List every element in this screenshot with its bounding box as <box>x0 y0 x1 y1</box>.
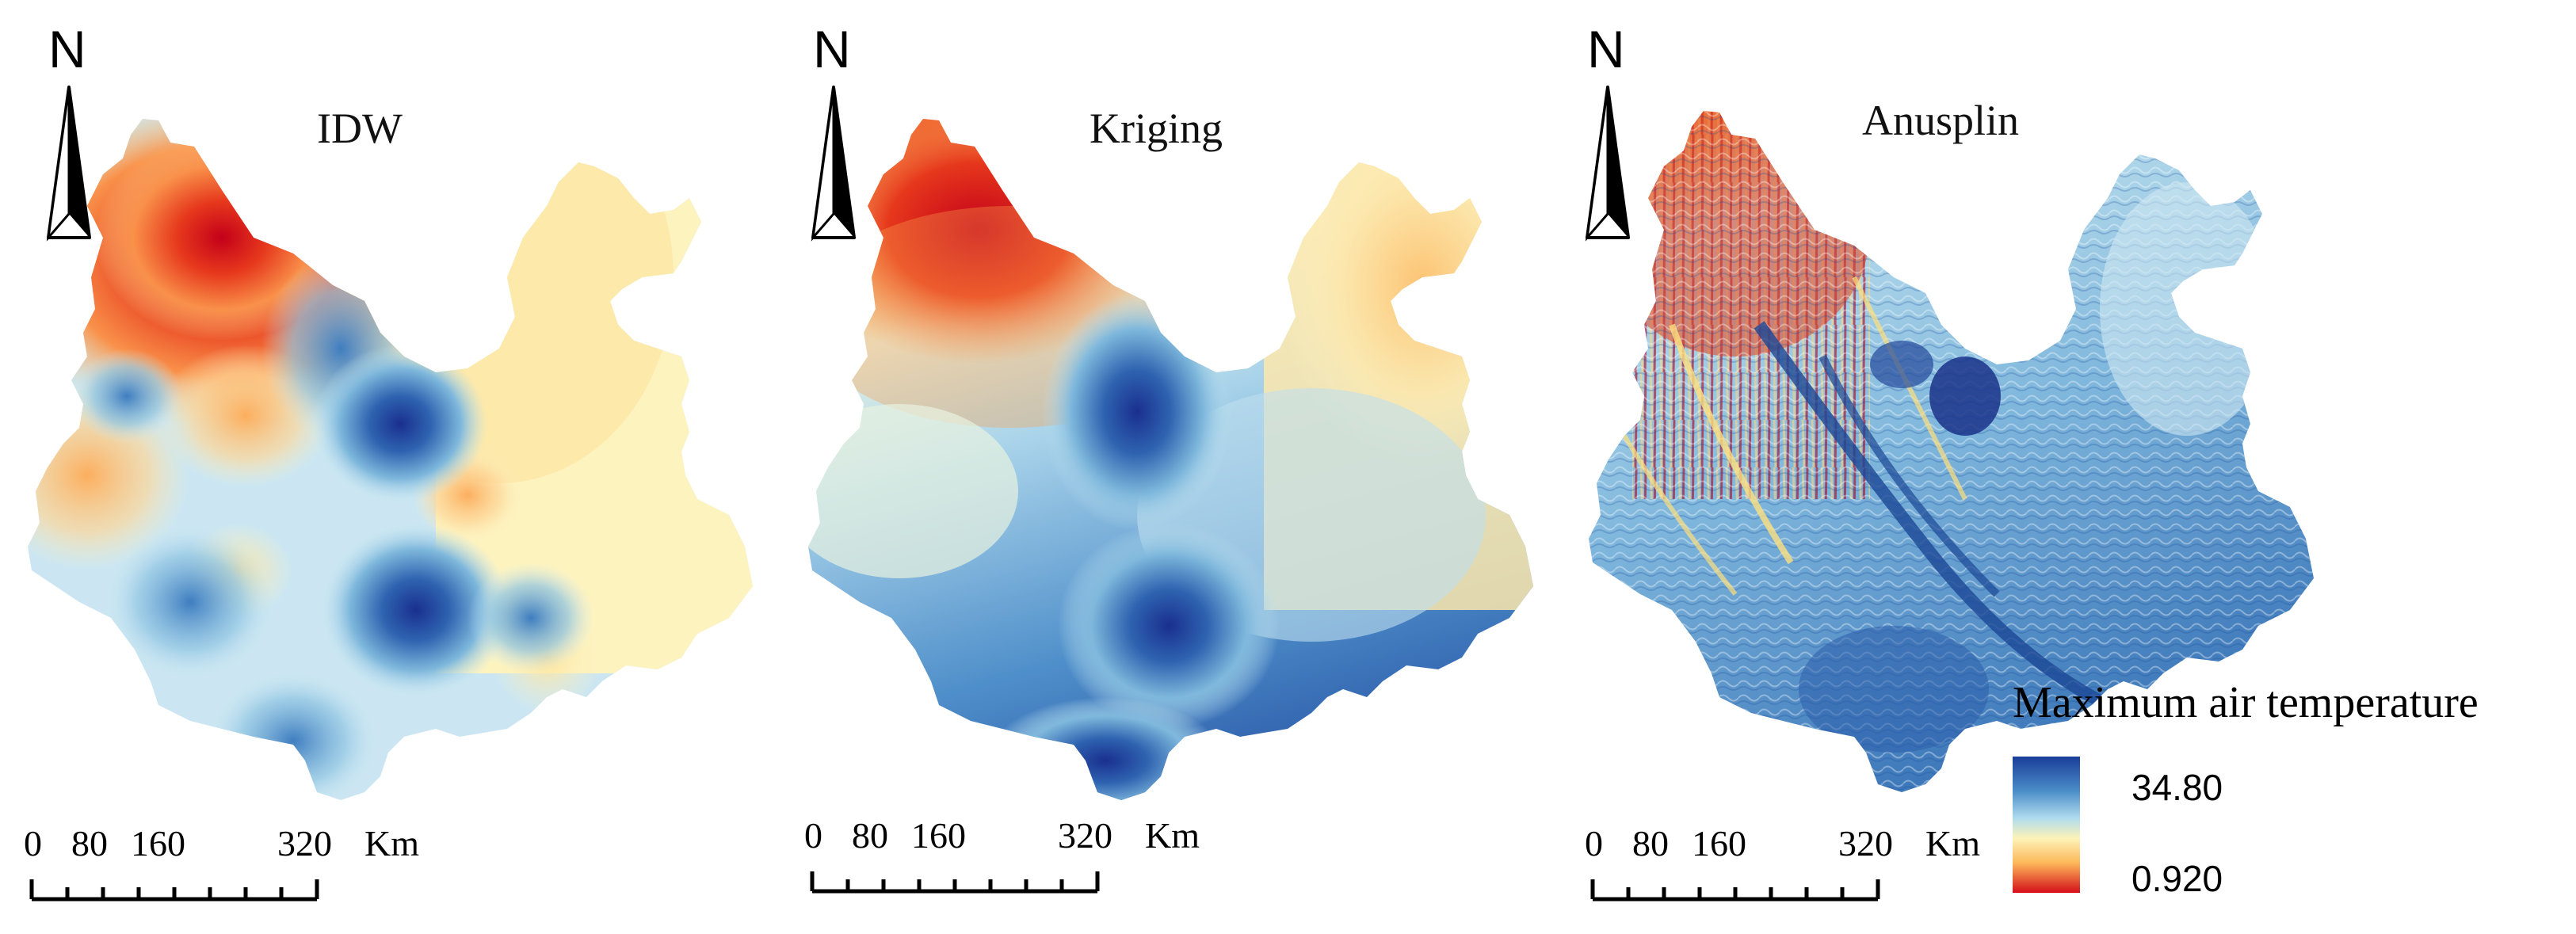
north-label: N <box>48 20 86 78</box>
scale-bar: 0 80 160 320 Km <box>24 823 419 902</box>
scale-tick-320: 320 <box>277 823 332 863</box>
kriging-title: Kriging <box>1090 105 1223 152</box>
scale-tick-160: 160 <box>1692 823 1746 863</box>
scale-unit: Km <box>1145 815 1200 856</box>
scale-tick-80: 80 <box>71 823 108 863</box>
anusplin-title: Anusplin <box>1862 97 2019 144</box>
scale-tick-320: 320 <box>1058 815 1112 856</box>
north-arrow: N <box>1585 20 1630 242</box>
panel-kriging: Kriging N 0 80 160 320 Km <box>804 20 1533 894</box>
north-label: N <box>813 20 851 78</box>
scale-tick-160: 160 <box>911 815 966 856</box>
legend-title: Maximum air temperature <box>2013 678 2479 727</box>
scale-tick-0: 0 <box>804 815 822 856</box>
scale-bar: 0 80 160 320 Km <box>1585 823 1980 902</box>
legend: Maximum air temperature 34.80 0.920 <box>2013 678 2479 899</box>
scale-tick-0: 0 <box>24 823 42 863</box>
panel-idw: IDW N 0 80 160 320 Km <box>24 20 753 902</box>
scale-tick-80: 80 <box>852 815 888 856</box>
legend-high-value: 34.80 <box>2131 767 2223 808</box>
scale-tick-160: 160 <box>131 823 185 863</box>
panel-anusplin: Anusplin N 0 80 160 320 Km <box>1585 20 2314 902</box>
scale-unit: Km <box>364 823 419 863</box>
scale-tick-80: 80 <box>1632 823 1669 863</box>
idw-title: IDW <box>317 105 403 152</box>
north-arrow: N <box>811 20 856 242</box>
scale-bar: 0 80 160 320 Km <box>804 815 1200 894</box>
north-label: N <box>1587 20 1625 78</box>
north-arrow: N <box>46 20 91 242</box>
legend-low-value: 0.920 <box>2131 858 2223 899</box>
scale-tick-320: 320 <box>1838 823 1893 863</box>
scale-unit: Km <box>1925 823 1980 863</box>
legend-color-ramp <box>2013 757 2080 893</box>
scale-tick-0: 0 <box>1585 823 1603 863</box>
